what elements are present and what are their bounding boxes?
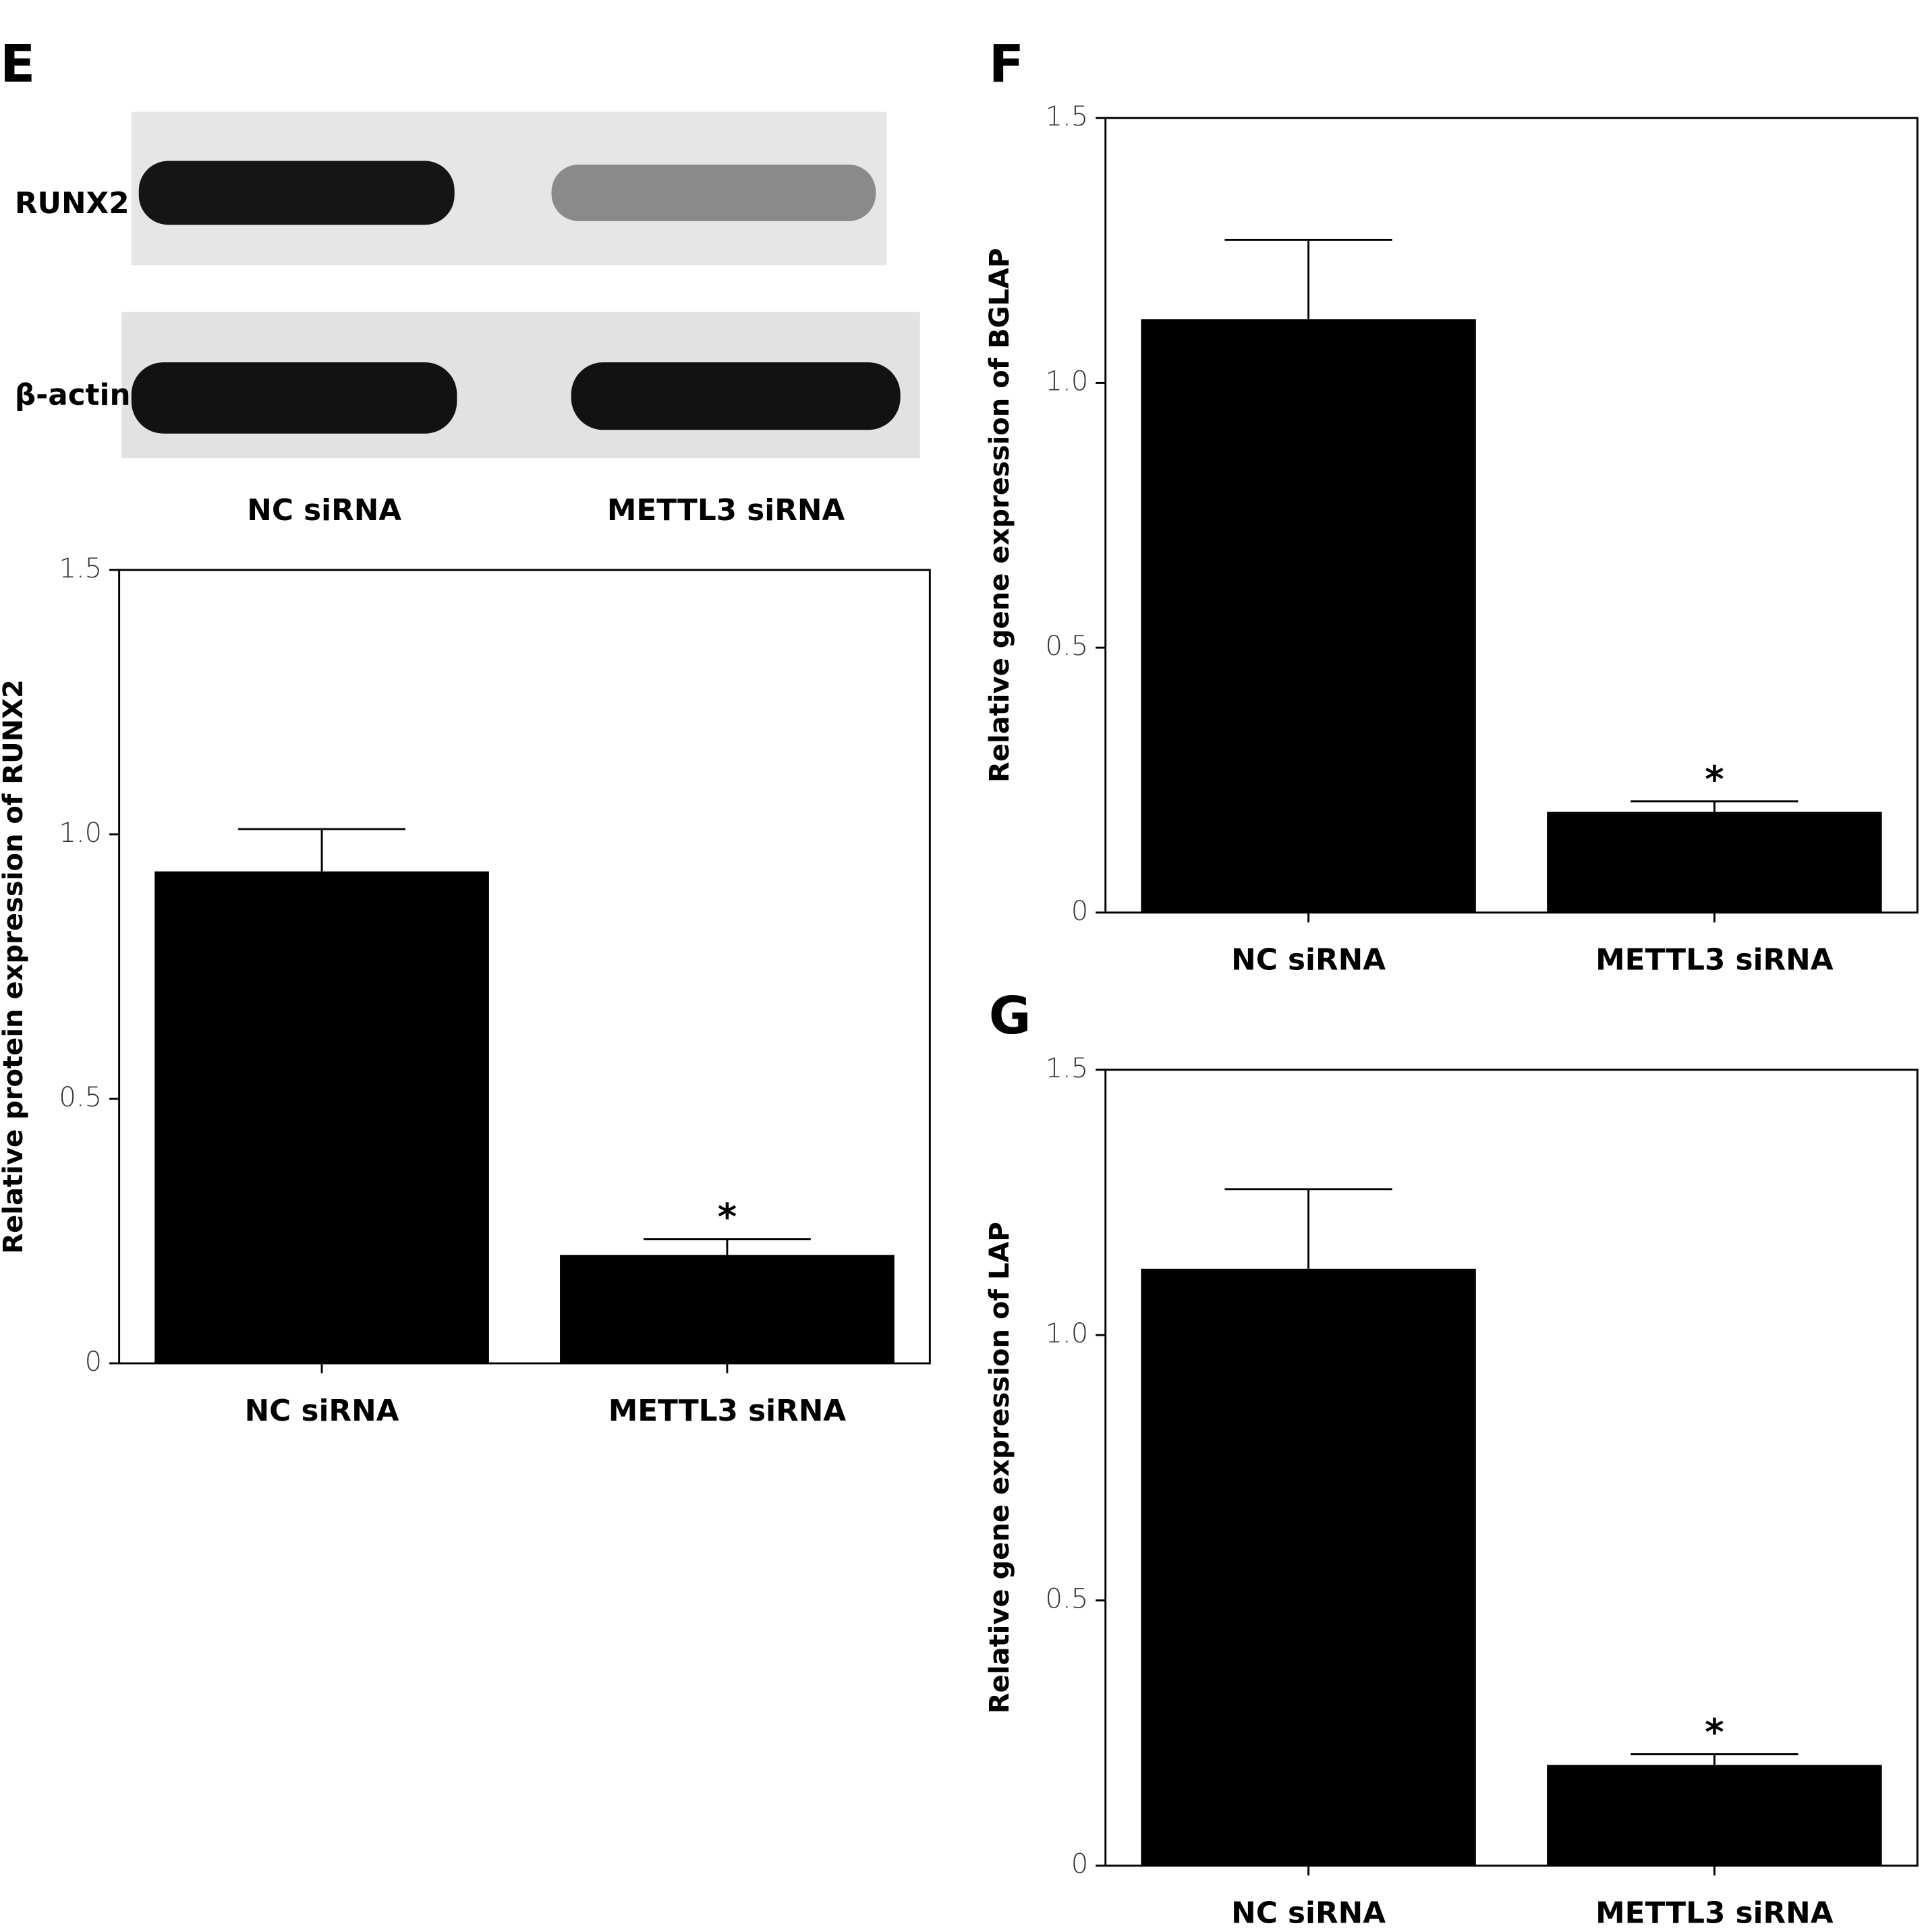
y-axis-label: Relative gene expression of BGLAP	[984, 248, 1015, 783]
lane-label: NC siRNA	[247, 493, 401, 528]
bar	[1141, 1268, 1476, 1866]
blot-band	[138, 161, 455, 225]
x-tick-label: NC siRNA	[245, 1394, 399, 1428]
significance-mark: *	[1705, 1711, 1724, 1754]
bar	[1141, 319, 1476, 913]
y-tick-label: 1.5	[59, 553, 102, 584]
bar	[1547, 1765, 1882, 1866]
panel-label: F	[989, 34, 1024, 94]
bar	[560, 1255, 895, 1364]
y-tick-label: 0.5	[1046, 1583, 1089, 1614]
panel-label: E	[0, 34, 35, 94]
blot-band	[571, 362, 901, 430]
y-axis-label: Relative protein expression of RUNX2	[0, 679, 29, 1254]
y-tick-label: 1.5	[1046, 1053, 1089, 1084]
y-tick-label: 1.0	[59, 818, 102, 849]
significance-mark: *	[1705, 758, 1724, 801]
y-tick-label: 0	[1071, 1849, 1088, 1880]
plot-frame	[118, 569, 931, 1365]
y-tick-label: 0.5	[59, 1082, 102, 1113]
western-blot: RUNX2 β-actin NC siRNA METTL3 siRNA	[15, 111, 920, 528]
plot-frame	[1104, 1069, 1919, 1867]
y-tick-label: 1.0	[1046, 366, 1089, 397]
band-label: RUNX2	[15, 186, 130, 221]
x-tick-label: METTL3 siRNA	[1595, 1896, 1834, 1931]
blot-band	[131, 362, 457, 434]
bar	[154, 871, 489, 1364]
y-tick-label: 1.5	[1046, 101, 1089, 132]
y-axis-label: Relative gene expression of LAP	[984, 1222, 1015, 1713]
y-tick-label: 1.0	[1046, 1318, 1089, 1349]
y-tick-label: 0.5	[1046, 631, 1089, 662]
x-tick-label: METTL3 siRNA	[608, 1394, 847, 1428]
x-tick-label: METTL3 siRNA	[1595, 943, 1834, 977]
plot-frame	[1104, 117, 1919, 914]
y-tick-label: 0	[85, 1346, 102, 1377]
band-label: β-actin	[15, 378, 131, 412]
blot-band	[551, 164, 876, 221]
bar	[1547, 812, 1882, 913]
panel-label: G	[989, 986, 1031, 1046]
x-tick-label: NC siRNA	[1231, 943, 1386, 977]
significance-mark: *	[718, 1195, 737, 1239]
x-tick-label: NC siRNA	[1231, 1896, 1386, 1931]
y-tick-label: 0	[1071, 896, 1088, 927]
lane-label: METTL3 siRNA	[607, 493, 845, 528]
